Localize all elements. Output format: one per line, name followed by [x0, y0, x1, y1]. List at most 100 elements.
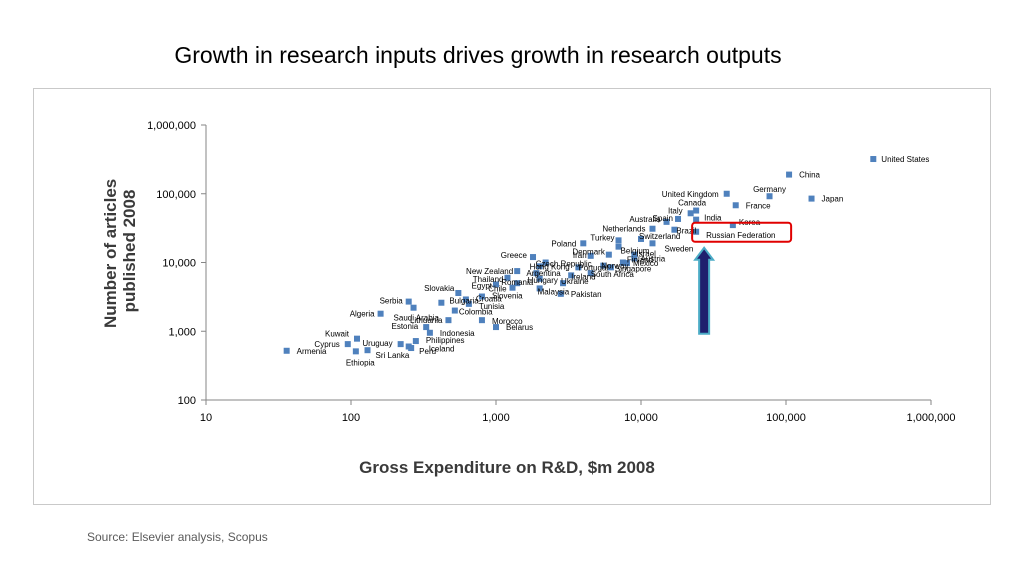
data-point [587, 252, 594, 259]
data-point-label: Singapore [615, 264, 652, 273]
data-point [423, 324, 430, 331]
data-point [723, 190, 730, 197]
data-point [462, 296, 469, 303]
data-point-label: Germany [753, 185, 786, 194]
source-note: Source: Elsevier analysis, Scopus [87, 530, 268, 544]
data-point [786, 171, 793, 178]
data-point [663, 218, 670, 225]
y-axis-title: Number of articles published 2008 [101, 174, 139, 328]
data-point [671, 226, 678, 233]
data-point-label: Saudi Arabia [394, 314, 440, 323]
point-labels: United States China Japan Germany United Kin… [297, 155, 930, 367]
data-point [729, 222, 736, 229]
data-point [344, 341, 351, 348]
x-tick-label: 1,000,000 [907, 412, 956, 424]
data-point [675, 215, 682, 222]
y-tick-label: 100,000 [156, 189, 196, 201]
annotations [691, 221, 793, 335]
data-point [408, 345, 415, 352]
data-point-label: Belgium [621, 247, 650, 256]
data-point [465, 300, 472, 307]
x-axis-title: Gross Expenditure on R&D, $m 2008 [359, 458, 655, 477]
data-point [412, 338, 419, 345]
data-point-label: Colombia [459, 308, 493, 317]
data-point-label: France [746, 201, 771, 210]
data-point-label: Uruguay [362, 339, 392, 348]
data-point [623, 260, 630, 267]
data-point-label: Finland [627, 256, 653, 265]
data-point [514, 268, 521, 275]
data-point [438, 299, 445, 306]
data-point-label: Poland [551, 239, 576, 248]
data-point [509, 284, 516, 291]
data-point-label: Thailand [473, 275, 504, 284]
up-arrow [693, 246, 716, 335]
data-point [451, 307, 458, 314]
data-point [615, 237, 622, 244]
data-point [870, 156, 877, 163]
data-point [542, 259, 549, 266]
data-point-label: Sri Lanka [376, 351, 410, 360]
ticks: 10 100 1,000 10,000 100,000 1,000,000 100 1,000… [147, 120, 955, 424]
data-point [364, 347, 371, 354]
chart-frame: 10 100 1,000 10,000 100,000 1,000,000 100 1,000… [33, 88, 991, 505]
data-point-label: Morocco [492, 317, 523, 326]
data-point-label: Russian Federation [706, 231, 775, 240]
data-point [445, 317, 452, 324]
slide-title: Growth in research inputs drives growth … [174, 42, 782, 68]
data-point [536, 275, 543, 282]
data-point-label: Slovenia [492, 292, 523, 301]
x-tick-label: 100,000 [766, 412, 806, 424]
data-point-label: Armenia [297, 347, 327, 356]
data-point [693, 228, 700, 235]
data-point [397, 341, 404, 348]
data-point-label: Belarus [506, 323, 533, 332]
data-point [352, 348, 359, 355]
data-point [536, 285, 543, 292]
data-point-label: Chile [488, 285, 507, 294]
data-point-label: Philippines [426, 336, 465, 345]
data-point-label: United States [881, 155, 929, 164]
data-point-label: Ukraine [561, 277, 589, 286]
data-point-label: Australia [629, 215, 661, 224]
data-point [615, 243, 622, 250]
data-point-label: Ireland [571, 272, 595, 281]
data-point-label: China [799, 171, 820, 180]
data-point-label: Peru [419, 347, 436, 356]
data-point-label: Czech Republic [536, 260, 592, 269]
data-point-label: Ethiopia [346, 358, 375, 367]
data-point [607, 264, 614, 271]
data-point [808, 195, 815, 202]
data-point-label: Egypt [472, 281, 493, 290]
data-point-label: Netherlands [602, 225, 645, 234]
data-point [536, 263, 543, 270]
y-tick-label: 10,000 [162, 258, 196, 270]
data-point-label: Portugal [578, 263, 608, 272]
data-point [478, 293, 485, 300]
data-point-label: Kuwait [325, 330, 350, 339]
data-point-label: Argentina [526, 269, 561, 278]
data-point [557, 290, 564, 297]
data-point [638, 235, 644, 242]
data-point-label: Bulgaria [449, 297, 479, 306]
data-point-label: Hungary [528, 276, 558, 285]
data-point-label: Iceland [429, 345, 455, 354]
data-point [587, 270, 594, 277]
data-point [693, 216, 700, 223]
data-point [354, 335, 361, 342]
data-point-label: Tunisia [479, 302, 505, 311]
data-point-label: Sweden [664, 244, 693, 253]
data-point [619, 259, 626, 266]
data-point [478, 317, 485, 324]
data-point-label: Croatia [476, 294, 502, 303]
highlight-box [691, 221, 793, 243]
data-point-label: Norway [601, 262, 628, 271]
data-point-label: Romania [501, 278, 534, 287]
y-axis-title-line-1: Number of articles [101, 179, 120, 328]
y-axis-title-line-2: published 2008 [120, 190, 139, 313]
data-point [575, 264, 582, 271]
x-tick-label: 1,000 [482, 412, 510, 424]
data-point-label: Hong Kong [530, 262, 570, 271]
x-tick-label: 10,000 [624, 412, 658, 424]
data-point-label: Estonia [391, 322, 418, 331]
